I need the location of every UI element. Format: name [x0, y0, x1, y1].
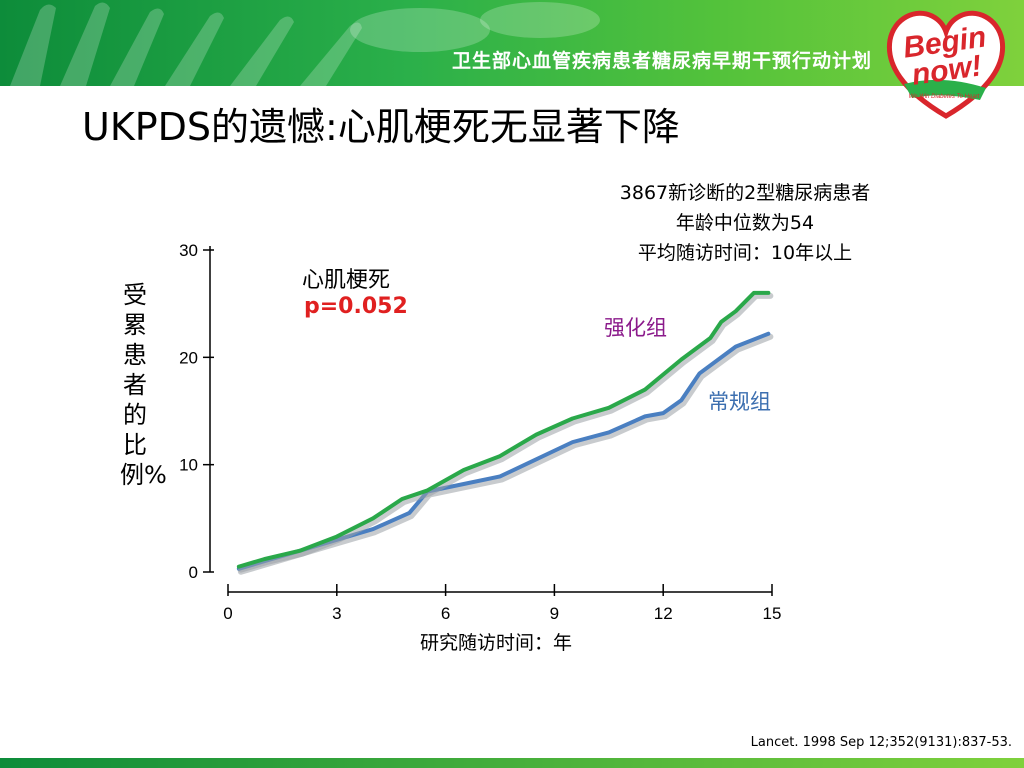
annotation-p-value: p=0.052 — [304, 294, 408, 319]
x-tick-label: 12 — [654, 604, 673, 623]
banner-title: 卫生部心血管疾病患者糖尿病早期干预行动计划 — [451, 50, 872, 72]
y-tick-label: 0 — [189, 563, 198, 582]
x-tick-label: 6 — [441, 604, 450, 623]
y-tick-label: 20 — [179, 348, 198, 367]
series-line-intensive — [236, 290, 771, 569]
citation: Lancet. 1998 Sep 12;352(9131):837-53. — [750, 735, 1012, 750]
footer-bar — [0, 758, 1024, 768]
legend-intensive: 强化组 — [604, 316, 667, 340]
logo-tagline: We Win Diabetes To Heart — [909, 94, 980, 100]
header-banner: 卫生部心血管疾病患者糖尿病早期干预行动计划 — [0, 0, 1024, 86]
slide-title: UKPDS的遗憾:心肌梗死无显著下降 — [82, 105, 680, 149]
study-info-line: 平均随访时间：10年以上 — [637, 242, 853, 264]
x-tick-label: 15 — [763, 604, 782, 623]
y-axis-label: 受累患者的比例% — [120, 281, 167, 489]
study-info-line: 年龄中位数为54 — [675, 212, 815, 234]
legend-conventional: 常规组 — [708, 390, 771, 414]
hands-decoration-icon — [10, 2, 600, 86]
study-info-line: 3867新诊断的2型糖尿病患者 — [619, 182, 871, 204]
y-tick-label: 30 — [179, 241, 198, 260]
series-line-intensive-shadow — [237, 292, 774, 573]
x-tick-label: 9 — [550, 604, 559, 623]
x-tick-label: 0 — [223, 604, 232, 623]
begin-now-logo: Begin now! We Win Diabetes To Heart — [886, 10, 1006, 119]
series-line-conventional — [236, 331, 771, 571]
y-tick-label: 10 — [179, 456, 198, 475]
annotation-title: 心肌梗死 — [302, 268, 391, 293]
study-info: 3867新诊断的2型糖尿病患者 年龄中位数为54 平均随访时间：10年以上 — [560, 178, 930, 268]
x-axis-label: 研究随访时间：年 — [420, 632, 573, 654]
x-tick-label: 3 — [332, 604, 341, 623]
